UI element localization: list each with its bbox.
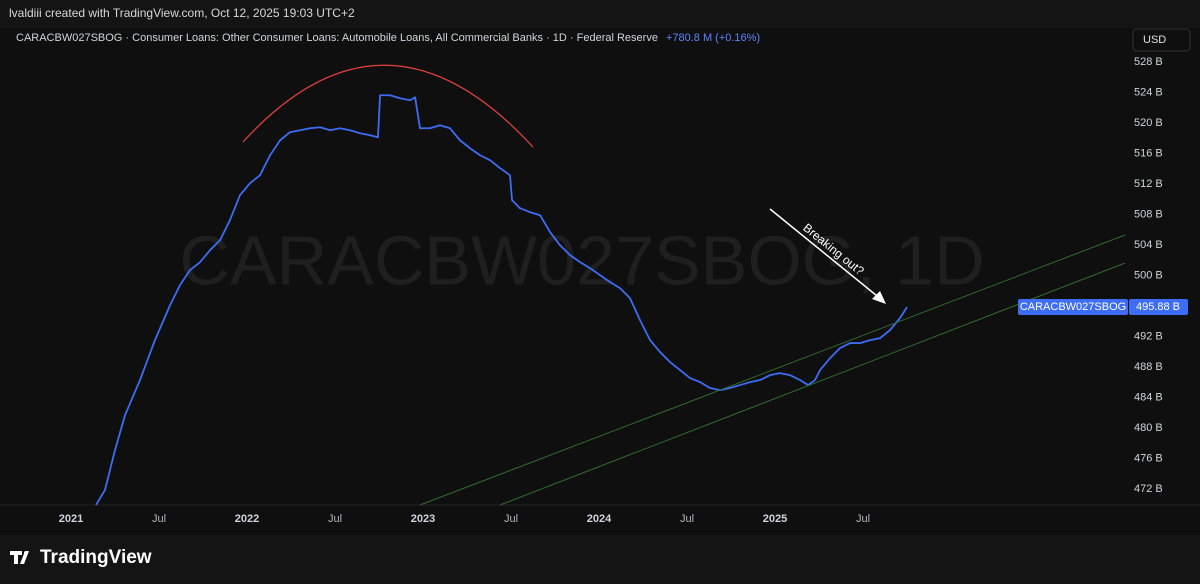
logo-icon — [10, 551, 29, 564]
x-tick-label: 2025 — [763, 513, 787, 525]
y-tick-label: 500 B — [1134, 270, 1163, 282]
y-tick-label: 480 B — [1134, 422, 1163, 434]
y-tick-label: 488 B — [1134, 361, 1163, 373]
y-tick-label: 492 B — [1134, 331, 1163, 343]
y-tick-label: 504 B — [1134, 239, 1163, 251]
footer-brand: TradingView — [40, 547, 152, 568]
x-tick-label: 2022 — [235, 513, 259, 525]
trend-line — [419, 234, 1126, 506]
x-tick-label: Jul — [152, 513, 166, 525]
x-tick-label: Jul — [504, 513, 518, 525]
arrow — [769, 208, 883, 301]
x-tick-label: 2024 — [587, 513, 612, 525]
currency-button[interactable] — [1132, 28, 1191, 52]
footer-bar — [0, 535, 1200, 584]
y-tick-label: 476 B — [1134, 452, 1163, 464]
last-price-label: 495.88 B — [1136, 301, 1180, 313]
y-tick-label: 484 B — [1134, 391, 1163, 403]
y-tick-label: 508 B — [1134, 209, 1163, 221]
header-bar — [0, 0, 1200, 28]
y-tick-label: 516 B — [1134, 148, 1163, 160]
logo-dot — [24, 551, 28, 555]
series-line — [95, 94, 908, 506]
y-tick-label: 472 B — [1134, 483, 1163, 495]
legend-change: +780.8 M (+0.16%) — [666, 32, 760, 44]
y-tick-label: 520 B — [1134, 117, 1163, 129]
price-axis — [1120, 28, 1200, 505]
last-price-name-box — [1018, 299, 1128, 316]
y-tick-label: 528 B — [1134, 56, 1163, 68]
arrow-head — [872, 291, 886, 304]
currency[interactable]: USD — [1143, 34, 1166, 46]
x-tick-label: Jul — [680, 513, 694, 525]
legend-title: CARACBW027SBOG · Consumer Loans: Other C… — [16, 32, 658, 44]
last-price-box — [1129, 299, 1188, 316]
header: lvaldiii created with TradingView.com, O… — [9, 6, 355, 20]
y-tick-label: 512 B — [1134, 178, 1163, 190]
x-tick-label: 2023 — [411, 513, 435, 525]
x-tick-label: Jul — [328, 513, 342, 525]
x-tick-label: 2021 — [59, 513, 83, 525]
x-tick-label: Jul — [856, 513, 870, 525]
y-tick-label: 524 B — [1134, 87, 1163, 99]
watermark: CARACBW027SBOG, 1D — [179, 221, 984, 299]
arc-annotation — [242, 64, 534, 148]
last-price-name: CARACBW027SBOG — [1020, 301, 1126, 313]
